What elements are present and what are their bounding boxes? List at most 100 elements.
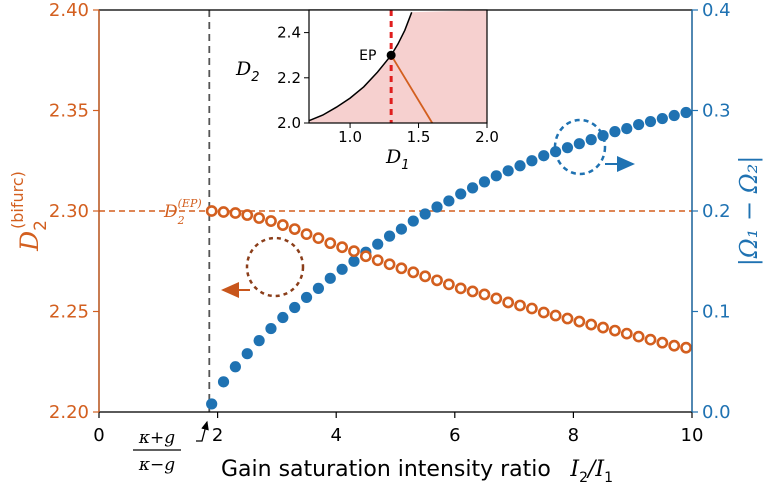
ep-reference-label: D2(EP): [163, 197, 202, 227]
omega-difference-point: [526, 155, 538, 167]
d2-bifurcation-point: [478, 288, 491, 301]
threshold-label: κ+g κ−g: [133, 420, 209, 475]
omega-difference-point: [585, 134, 597, 146]
right-tick-label: 0.1: [702, 302, 731, 323]
inset-branch-line: [390, 54, 434, 124]
d2-bifurcation-point: [454, 282, 467, 295]
right-tick-label: 0.4: [702, 0, 731, 21]
omega-difference-point: [478, 176, 491, 188]
left-axis-ticks: 2.20 2.25 2.30 2.35 2.40: [49, 0, 99, 423]
omega-difference-point: [372, 238, 384, 250]
omega-difference-point: [229, 361, 241, 373]
d2-bifurcation-point: [276, 219, 289, 231]
d2-bifurcation-point: [407, 266, 420, 279]
omega-difference-point: [466, 182, 479, 194]
inset-ep-point: [386, 50, 396, 60]
inset-x-ticks: 1.0 1.5 2.0: [338, 123, 499, 146]
inset-ep-label: EP: [359, 48, 376, 64]
inset-y-label: D2: [235, 58, 260, 85]
threshold-label-numerator: κ+g: [138, 428, 175, 448]
omega-difference-point: [633, 118, 645, 131]
d2-bifurcation-point: [525, 302, 538, 315]
omega-difference-point: [621, 122, 633, 135]
x-axis-label: Gain saturation intensity ratio I2/I1: [221, 456, 613, 485]
d2-bifurcation-point: [609, 324, 621, 337]
left-series-highlight-circle: [245, 236, 305, 298]
d2-bifurcation-point: [680, 341, 692, 354]
left-tick-label: 2.35: [49, 101, 89, 122]
right-series-highlight-circle: [553, 118, 607, 176]
d2-bifurcation-point: [336, 241, 349, 254]
d2-bifurcation-point: [312, 232, 325, 245]
inset-y-tick-label: 2.4: [277, 24, 301, 42]
series-d2-bifurcation: [205, 205, 692, 354]
omega-difference-point: [383, 230, 396, 242]
d2-bifurcation-point: [573, 315, 586, 328]
d2-bifurcation-point: [253, 212, 266, 224]
left-tick-label: 2.25: [49, 302, 89, 323]
d2-bifurcation-point: [620, 327, 633, 340]
omega-difference-point: [300, 291, 313, 304]
d2-bifurcation-point: [537, 306, 550, 319]
d2-bifurcation-point: [300, 228, 313, 241]
omega-difference-point: [324, 272, 336, 284]
omega-difference-point: [241, 348, 253, 360]
d2-bifurcation-point: [442, 278, 455, 291]
omega-difference-point: [419, 208, 431, 220]
x-tick-label: 2: [212, 425, 223, 446]
inset-boundary-curve: [308, 12, 413, 122]
omega-difference-point: [348, 255, 360, 267]
right-axis-label: |Ω₁ − Ω₂|: [735, 156, 764, 267]
x-tick-label: 10: [681, 425, 704, 446]
inset-x-label: D1: [385, 146, 410, 173]
omega-difference-point: [490, 170, 502, 182]
omega-difference-point: [431, 201, 443, 213]
d2-bifurcation-point: [324, 237, 337, 250]
d2-bifurcation-point: [490, 292, 503, 305]
d2-bifurcation-point: [656, 336, 669, 349]
omega-difference-point: [455, 188, 467, 200]
d2-bifurcation-point: [229, 207, 242, 219]
d2-bifurcation-point: [514, 299, 526, 312]
d2-bifurcation-point: [288, 223, 301, 235]
omega-difference-point: [217, 376, 230, 388]
x-tick-label: 0: [93, 425, 104, 446]
d2-bifurcation-point: [395, 262, 408, 275]
right-tick-label: 0.3: [702, 101, 731, 122]
omega-difference-point: [206, 398, 218, 410]
d2-bifurcation-point: [502, 296, 515, 309]
left-axis-label: D2(bifurc): [8, 171, 51, 252]
omega-difference-point: [573, 138, 585, 150]
x-axis-ticks: 0 2 4 6 8 10: [93, 412, 703, 446]
d2-bifurcation-point: [561, 312, 574, 325]
d2-bifurcation-point: [466, 285, 479, 298]
left-tick-label: 2.40: [49, 0, 89, 21]
d2-bifurcation-point: [419, 270, 432, 283]
d2-bifurcation-point: [217, 206, 230, 218]
series-omega-difference: [206, 106, 692, 410]
omega-difference-point: [407, 215, 419, 227]
omega-difference-point: [680, 106, 692, 119]
omega-difference-point: [561, 142, 574, 154]
omega-difference-point: [514, 160, 526, 172]
x-tick-label: 8: [568, 425, 579, 446]
inset-y-ticks: 2.0 2.2 2.4: [277, 24, 309, 132]
d2-bifurcation-point: [205, 205, 218, 217]
omega-difference-point: [277, 311, 289, 324]
x-tick-label: 6: [449, 425, 460, 446]
d2-bifurcation-point: [644, 333, 657, 346]
d2-bifurcation-point: [668, 339, 681, 352]
inset-x-tick-label: 2.0: [475, 128, 499, 146]
omega-difference-point: [253, 335, 265, 347]
inset-plot: EP 1.0 1.5 2.0 2.0 2.2 2.4 D1 D2: [235, 9, 499, 173]
left-tick-label: 2.30: [49, 201, 89, 222]
threshold-label-denominator: κ−g: [138, 455, 175, 475]
right-tick-label: 0.2: [702, 201, 731, 222]
right-axis-ticks: 0.0 0.1 0.2 0.3 0.4: [692, 0, 731, 423]
d2-bifurcation-point: [348, 245, 360, 258]
d2-bifurcation-point: [265, 215, 277, 227]
omega-difference-point: [265, 322, 277, 335]
d2-bifurcation-point: [241, 209, 254, 221]
omega-difference-point: [336, 263, 348, 275]
